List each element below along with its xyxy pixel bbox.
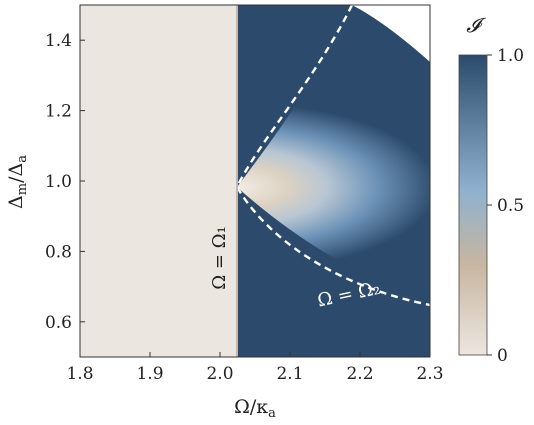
colorbar (458, 54, 488, 356)
x-axis-label: Ω/κa (234, 396, 276, 421)
y-tick-label: 0.6 (45, 313, 72, 333)
y-axis-label: Δm/Δa (5, 155, 30, 209)
y-axis: 0.6 0.8 1.0 1.2 1.4 (45, 31, 85, 333)
fan-gradient (237, 5, 430, 300)
x-axis: 1.8 1.9 2.0 2.1 2.2 2.3 (66, 352, 444, 384)
x-tick-label: 1.9 (136, 364, 163, 384)
x-tick-label: 2.3 (416, 364, 443, 384)
y-tick-label: 1.4 (45, 31, 72, 51)
colorbar-tick-label: 1.0 (497, 46, 524, 66)
colorbar-ticks: 0 0.5 1.0 (487, 46, 524, 366)
suppressed-region (80, 5, 237, 357)
omega2-boundary (235, 5, 430, 307)
heatmap-area (80, 5, 430, 357)
y-tick-label: 1.0 (45, 172, 72, 192)
y-tick-label: 1.2 (45, 102, 72, 122)
colorbar-tick-label: 0.5 (497, 196, 524, 216)
x-tick-label: 2.1 (276, 364, 303, 384)
colorbar-tick-label: 0 (497, 346, 508, 366)
annotation-omega1: Ω = Ω₁ (209, 226, 230, 290)
white-corner (352, 5, 430, 62)
y-tick-label: 0.8 (45, 242, 72, 262)
x-tick-label: 2.0 (206, 364, 233, 384)
x-tick-label: 1.8 (66, 364, 93, 384)
colorbar-label: 𝓘 (466, 13, 486, 37)
x-tick-label: 2.2 (346, 364, 373, 384)
